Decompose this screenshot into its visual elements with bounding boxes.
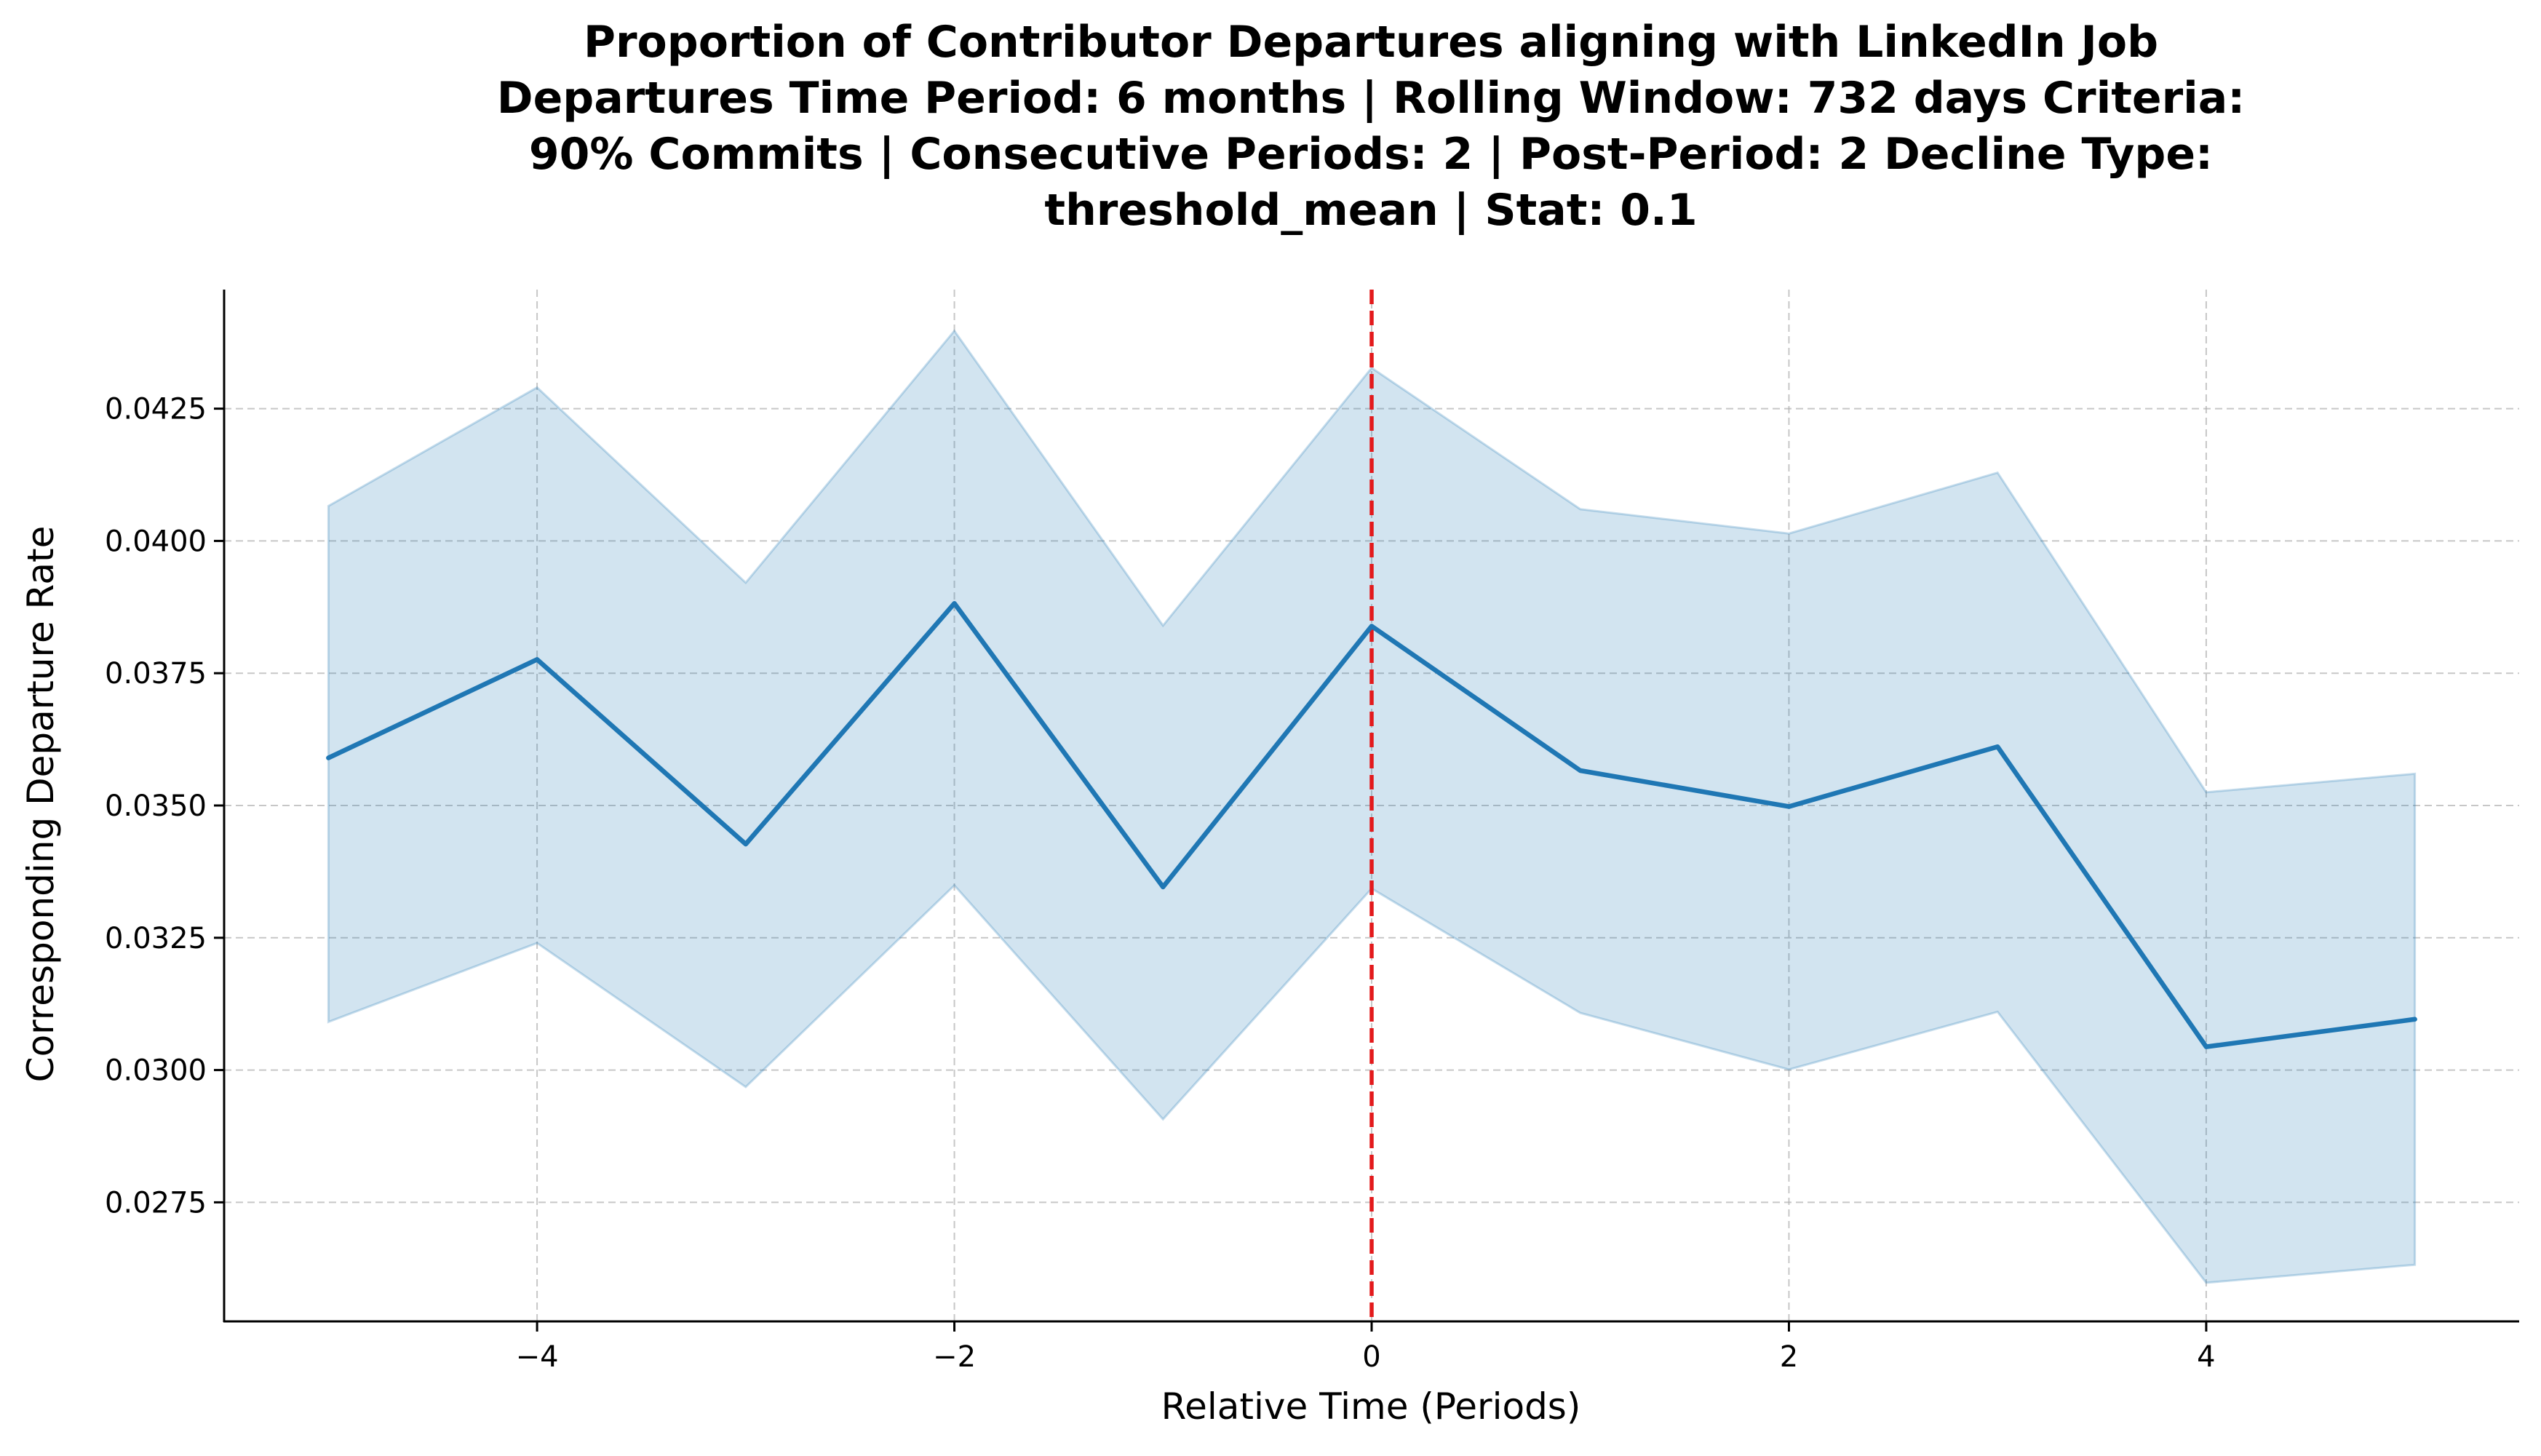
y-axis-ticks: 0.0275 0.0300 0.0325 0.0350 0.0375 0.0400 0.04… [105,393,224,1220]
y-axis-label: Corresponding Departure Rate [20,526,62,1083]
y-tick-label: 0.0300 [105,1054,207,1088]
chart-title-line: Proportion of Contributor Departures ali… [584,17,2158,68]
x-tick-label: −4 [516,1340,559,1374]
chart-title-line: threshold_mean | Stat: 0.1 [1044,185,1697,236]
x-tick-label: 2 [1780,1340,1798,1374]
x-tick-label: −2 [933,1340,976,1374]
x-tick-label: 0 [1362,1340,1380,1374]
x-tick-label: 4 [2197,1340,2215,1374]
y-tick-label: 0.0325 [105,922,207,955]
chart-title-line: Departures Time Period: 6 months | Rolli… [497,73,2245,124]
y-tick-label: 0.0375 [105,657,207,691]
x-axis-ticks: −4 −2 0 2 4 [516,1321,2216,1374]
y-tick-label: 0.0275 [105,1186,207,1220]
chart-title: Proportion of Contributor Departures ali… [497,17,2245,236]
x-axis-label: Relative Time (Periods) [1161,1385,1581,1428]
chart-title-line: 90% Commits | Consecutive Periods: 2 | P… [529,129,2213,180]
y-tick-label: 0.0400 [105,525,207,558]
y-tick-label: 0.0350 [105,789,207,823]
y-tick-label: 0.0425 [105,393,207,426]
